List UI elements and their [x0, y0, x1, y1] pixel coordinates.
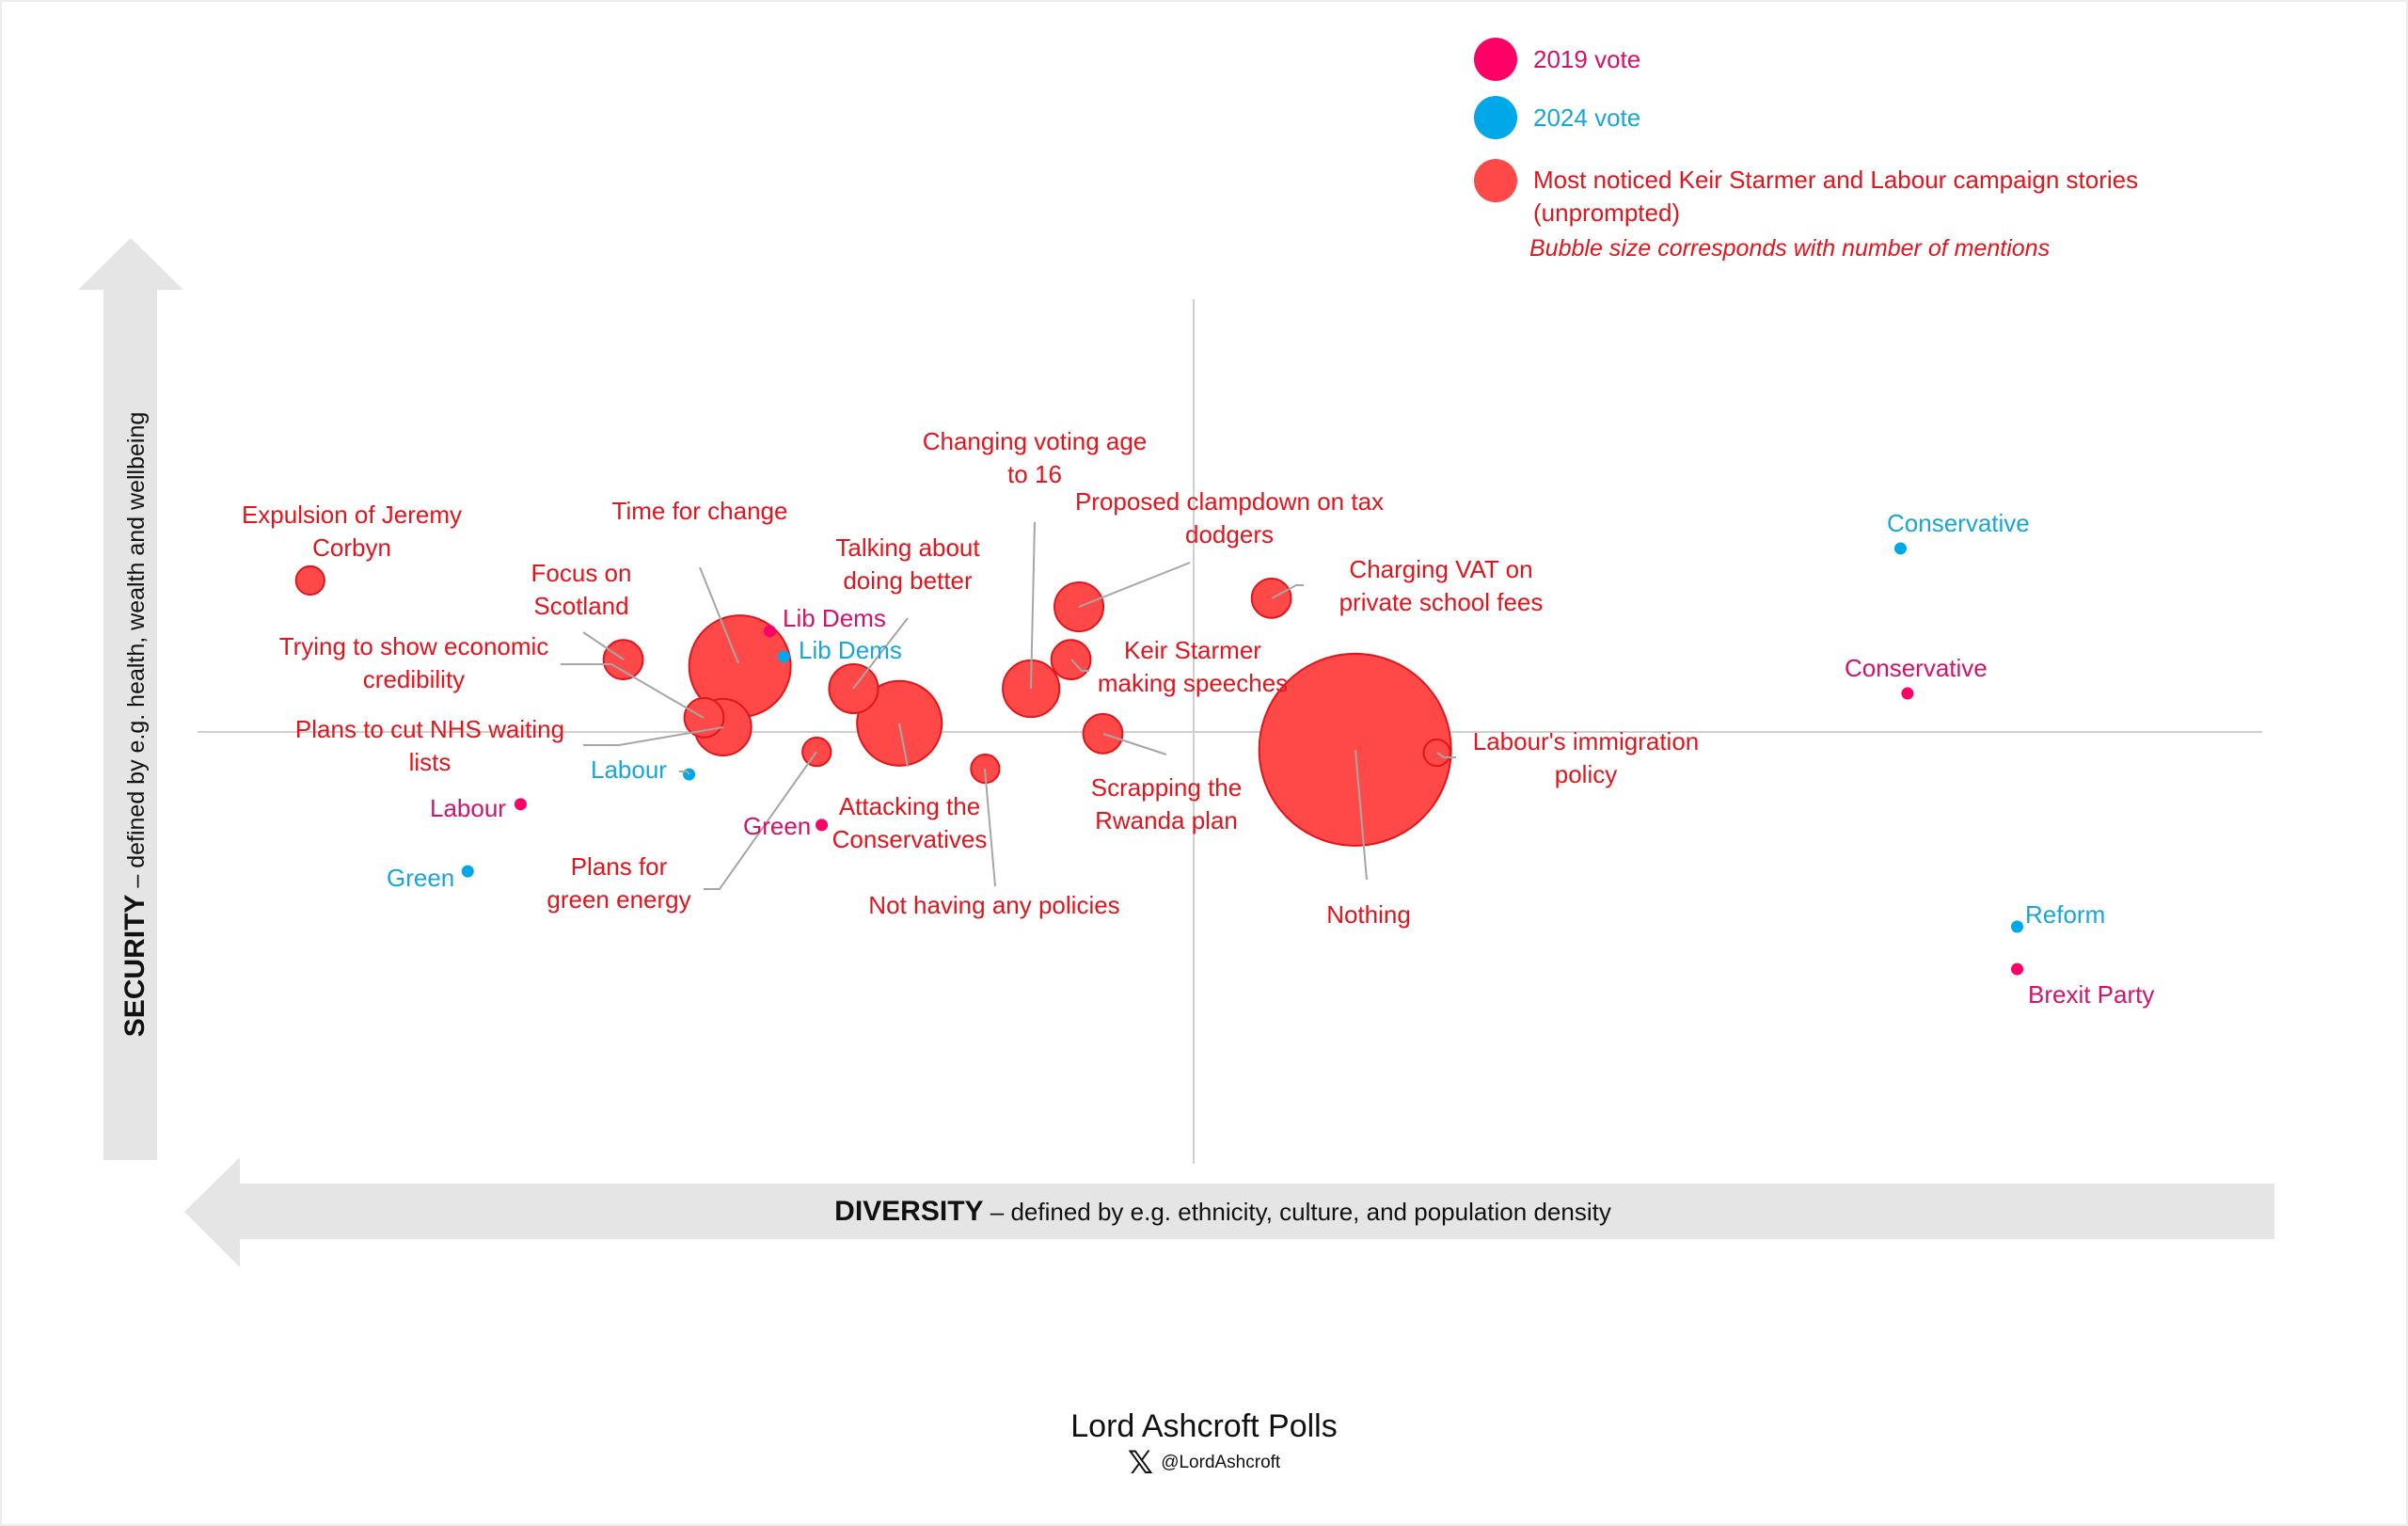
- leader-line: [852, 617, 909, 690]
- story-label: Keir Starmer making speeches: [1097, 636, 1289, 697]
- x-axis-label-rest: – defined by e.g. ethnicity, culture, an…: [983, 1198, 1611, 1226]
- leader-line: [699, 566, 739, 664]
- story-bubble: [683, 696, 725, 739]
- y-axis-label: SECURITY – defined by e.g. health, wealt…: [119, 412, 151, 1038]
- story-label: Nothing: [1326, 900, 1411, 929]
- party-dot-2024: [1893, 542, 1907, 555]
- leader-line: [898, 723, 909, 768]
- leader-line: [679, 771, 690, 775]
- story-label: Talking about doing better: [835, 533, 980, 595]
- legend-dot-2019: [1474, 38, 1517, 81]
- story-bubble: [1250, 577, 1292, 619]
- axes-layer: [78, 238, 2274, 1267]
- leader-line: [984, 768, 996, 887]
- party-label-2024: Labour: [591, 755, 667, 784]
- party-label-2024: Reform: [2025, 900, 2106, 929]
- story-label: Plans to cut NHS waiting lists: [294, 715, 565, 776]
- leader-line: [583, 726, 724, 746]
- y-axis-label-bold: SECURITY: [119, 894, 150, 1038]
- story-label: Plans for green energy: [547, 852, 691, 914]
- bubbles-layer: [294, 564, 1452, 847]
- legend-label-2019: 2019 vote: [1533, 45, 1641, 73]
- legend-note: Bubble size corresponds with number of m…: [1529, 235, 2051, 262]
- leader-line: [1436, 752, 1456, 758]
- story-label: Scrapping the Rwanda plan: [1090, 773, 1243, 835]
- party-dot-2019: [763, 625, 776, 638]
- story-bubble: [856, 679, 943, 767]
- leader-line: [561, 663, 705, 719]
- leader-line: [1030, 521, 1036, 690]
- footer-handle-text: @LordAshcroft: [1161, 1453, 1281, 1472]
- party-label-2019: Green: [743, 812, 812, 840]
- leader-line: [582, 631, 625, 660]
- leader-lines-layer: [561, 521, 1456, 890]
- party-dot-2019: [816, 819, 829, 832]
- party-label-2024: Conservative: [1887, 509, 2030, 537]
- x-logo-icon: 𝕏: [1127, 1444, 1154, 1482]
- party-dots-layer: [461, 542, 2023, 976]
- legend-label-stories: Most noticed Keir Starmer and Labour cam…: [1533, 166, 2139, 227]
- story-label: Expulsion of Jeremy Corbyn: [241, 501, 463, 562]
- party-label-2019: Lib Dems: [783, 604, 886, 632]
- story-label: Attacking the Conservatives: [832, 792, 988, 853]
- legend-layer: [1474, 38, 1517, 202]
- x-axis-label-bold: DIVERSITY: [834, 1196, 984, 1227]
- x-axis-label: DIVERSITY – defined by e.g. ethnicity, c…: [834, 1196, 1611, 1228]
- party-label-2019: Brexit Party: [2028, 980, 2155, 1009]
- story-bubble: [1050, 639, 1092, 681]
- story-label: Charging VAT on private school fees: [1339, 555, 1544, 616]
- party-label-2019: Conservative: [1845, 654, 1988, 682]
- legend-dot-2024: [1474, 96, 1517, 139]
- party-dot-2024: [461, 865, 474, 878]
- leader-line: [1070, 659, 1089, 672]
- party-dot-2019: [2011, 962, 2023, 976]
- party-dot-2024: [2011, 920, 2023, 933]
- story-label: Trying to show economic credibility: [278, 632, 549, 693]
- story-bubble: [1422, 739, 1451, 768]
- story-label: Proposed clampdown on tax dodgers: [1074, 487, 1385, 548]
- leader-line: [704, 751, 817, 890]
- story-bubble: [801, 737, 832, 768]
- legend-dot-stories: [1474, 159, 1517, 202]
- y-axis-label-rest: – defined by e.g. health, wealth and wel…: [123, 411, 150, 895]
- party-dot-2019: [1901, 687, 1914, 700]
- y-axis-arrow: [78, 238, 183, 1160]
- story-bubble: [1082, 712, 1124, 755]
- legend-label-2024: 2024 vote: [1533, 103, 1641, 132]
- party-label-2024: Green: [387, 864, 455, 892]
- story-label: Not having any policies: [868, 891, 1120, 919]
- story-bubble: [294, 564, 325, 596]
- story-bubble: [1258, 652, 1452, 847]
- party-dot-2019: [514, 798, 527, 811]
- story-label: Changing voting age to 16: [922, 427, 1148, 488]
- party-dot-2024: [777, 650, 790, 663]
- leader-line: [1102, 733, 1167, 755]
- leader-line: [1078, 562, 1191, 608]
- story-label: Time for change: [611, 497, 788, 525]
- story-label: Focus on Scotland: [531, 559, 632, 620]
- footer-handle[interactable]: 𝕏 @LordAshcroft: [1127, 1444, 1281, 1482]
- party-label-2024: Lib Dems: [799, 636, 902, 664]
- x-axis-arrow: [184, 1157, 2274, 1267]
- footer-title: Lord Ashcroft Polls: [1070, 1408, 1338, 1444]
- leader-line: [1271, 584, 1304, 599]
- party-label-2019: Labour: [430, 794, 506, 822]
- leader-line: [1354, 749, 1368, 881]
- story-label: Labour's immigration policy: [1472, 727, 1700, 788]
